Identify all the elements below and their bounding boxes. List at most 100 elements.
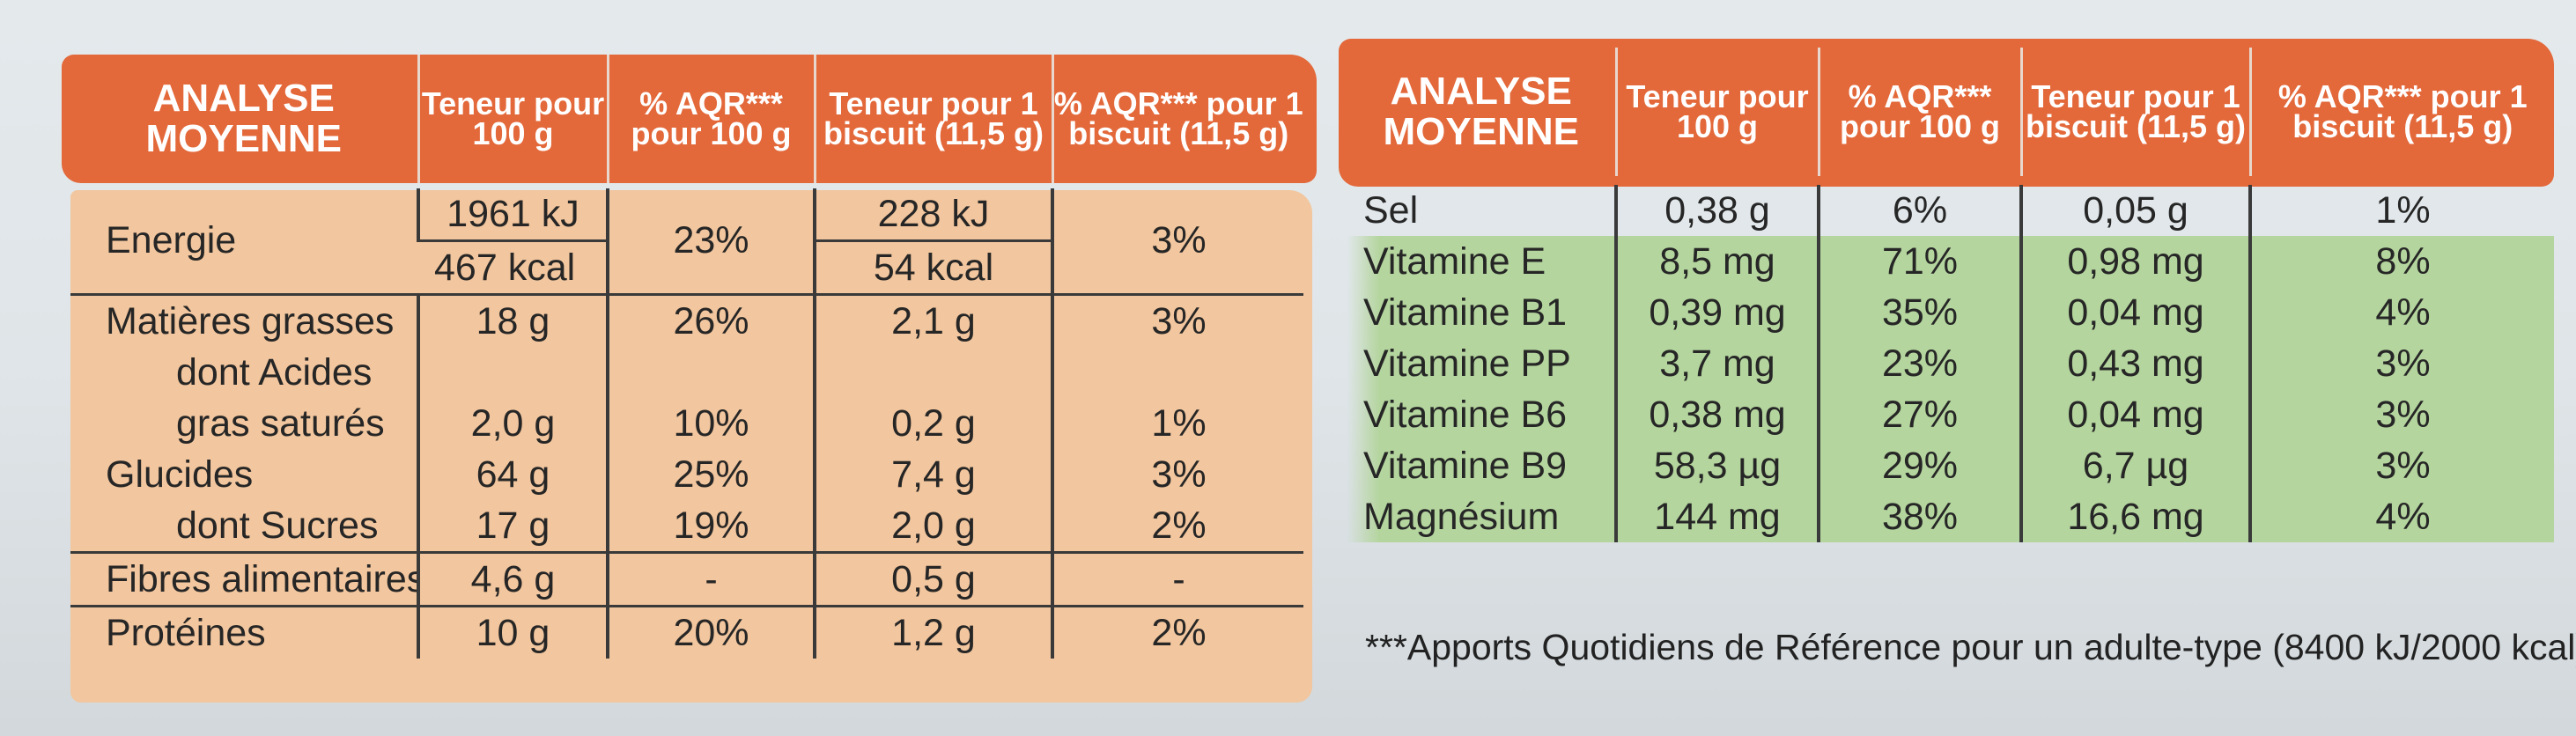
header-aqr-biscuit: % AQR*** pour 1 biscuit (11,5 g) <box>2248 48 2554 176</box>
cell-value: 3% <box>1051 449 1303 500</box>
row-label: Vitamine B6 <box>1347 389 1616 440</box>
table-row: Vitamine PP 3,7 mg 23% 0,43 mg 3% <box>1347 338 2554 389</box>
row-label: Glucides <box>106 453 254 496</box>
cell-value: - <box>1051 551 1303 607</box>
cell-value: 2,1 g <box>813 293 1052 347</box>
table-row-energie-kcal: 467 kcal 54 kcal <box>70 239 1303 295</box>
table-row: Fibres alimentaires 4,6 g - 0,5 g - <box>70 551 1303 607</box>
cell-value: 0,2 g <box>813 398 1052 449</box>
cell-value: 35% <box>1817 287 2021 338</box>
cell-value: 6,7 µg <box>2019 440 2250 491</box>
cell-value: 4,6 g <box>417 551 608 607</box>
footnote: ***Apports Quotidiens de Référence pour … <box>1365 627 2576 667</box>
row-label: Vitamine PP <box>1347 338 1616 389</box>
header-aqr-100g: % AQR*** pour 100 g <box>606 55 815 183</box>
cell-value: 19% <box>606 500 815 553</box>
cell-value: 0,04 mg <box>2019 389 2250 440</box>
row-label: dont Acides <box>176 350 373 394</box>
row-label: Sel <box>1363 188 1419 232</box>
cell-value: 1,2 g <box>813 605 1052 659</box>
cell-value: 3% <box>1051 188 1303 295</box>
header-aqr-biscuit: % AQR*** pour 1 biscuit (11,5 g) <box>1051 55 1303 183</box>
cell-value: 3% <box>2248 338 2554 389</box>
cell-value: 16,6 mg <box>2019 491 2250 542</box>
cell-value: 3% <box>2248 440 2554 491</box>
cell-value: 3% <box>1051 293 1303 347</box>
cell-value: 27% <box>1817 389 2021 440</box>
cell-value: 71% <box>1817 236 2021 287</box>
cell-value: 29% <box>1817 440 2021 491</box>
row-label: Vitamine E <box>1347 236 1616 287</box>
table-row: Vitamine E 8,5 mg 71% 0,98 mg 8% <box>1347 236 2554 287</box>
right-header-row: ANALYSE MOYENNE Teneur pour 100 g % AQR*… <box>1347 48 2554 176</box>
cell-value: 25% <box>606 449 815 500</box>
cell-value: 1% <box>2248 185 2554 236</box>
cell-value: 8,5 mg <box>1614 236 1819 287</box>
cell-value: 64 g <box>417 449 608 500</box>
row-label: Fibres alimentaires <box>70 551 418 607</box>
table-row: Protéines 10 g 20% 1,2 g 2% <box>70 605 1303 659</box>
table-row: Vitamine B6 0,38 mg 27% 0,04 mg 3% <box>1347 389 2554 440</box>
cell-value: 0,04 mg <box>2019 287 2250 338</box>
row-label: Vitamine B1 <box>1347 287 1616 338</box>
cell-value: 7,4 g <box>813 449 1052 500</box>
cell-value: 20% <box>606 605 815 659</box>
row-label: dont Sucres <box>176 504 379 547</box>
cell-value: 0,43 mg <box>2019 338 2250 389</box>
cell-value: 0,39 mg <box>1614 287 1819 338</box>
cell-value: 228 kJ <box>813 188 1052 241</box>
cell-value: 1% <box>1051 398 1303 449</box>
header-teneur-biscuit: Teneur pour 1 biscuit (11,5 g) <box>813 55 1052 183</box>
cell-value: 2% <box>1051 605 1303 659</box>
cell-value: 0,5 g <box>813 551 1052 607</box>
row-label: Magnésium <box>1347 491 1616 542</box>
cell-value: 18 g <box>417 293 608 347</box>
cell-value: 2,0 g <box>417 398 608 449</box>
table-row: Matières grasses 18 g 26% 2,1 g 3% <box>70 293 1303 347</box>
left-header-row: ANALYSE MOYENNE Teneur pour 100 g % AQR*… <box>70 55 1303 183</box>
row-label: Energie <box>106 219 237 261</box>
row-label: Protéines <box>70 605 418 659</box>
cell-value: - <box>606 551 815 607</box>
cell-value <box>606 347 815 398</box>
header-aqr-100g: % AQR*** pour 100 g <box>1817 48 2021 176</box>
cell-value: 38% <box>1817 491 2021 542</box>
cell-value: 54 kcal <box>813 239 1052 295</box>
cell-value: 2,0 g <box>813 500 1052 553</box>
cell-value: 26% <box>606 293 815 347</box>
cell-value: 3% <box>2248 389 2554 440</box>
cell-value: 0,38 mg <box>1614 389 1819 440</box>
cell-value: 3,7 mg <box>1614 338 1819 389</box>
cell-value: 4% <box>2248 287 2554 338</box>
cell-value: 0,05 g <box>2019 185 2250 236</box>
cell-value: 8% <box>2248 236 2554 287</box>
right-nutrition-table: ANALYSE MOYENNE Teneur pour 100 g % AQR*… <box>1347 48 2554 542</box>
cell-value: 10% <box>606 398 815 449</box>
table-row <box>1347 176 2554 185</box>
table-row: Vitamine B1 0,39 mg 35% 0,04 mg 4% <box>1347 287 2554 338</box>
header-teneur-100g: Teneur pour 100 g <box>417 55 608 183</box>
cell-value: 17 g <box>417 500 608 553</box>
cell-value: 467 kcal <box>418 239 608 295</box>
row-label: Vitamine B9 <box>1347 440 1616 491</box>
header-teneur-100g: Teneur pour 100 g <box>1614 48 1819 176</box>
cell-value <box>1051 347 1303 398</box>
cell-value: 1961 kJ <box>417 188 608 241</box>
header-analyse: ANALYSE MOYENNE <box>145 77 342 160</box>
cell-value: 23% <box>606 188 815 295</box>
cell-value: 0,38 g <box>1614 185 1819 236</box>
cell-value: 6% <box>1817 185 2021 236</box>
row-label: Matières grasses <box>70 293 418 347</box>
header-teneur-biscuit: Teneur pour 1 biscuit (11,5 g) <box>2019 48 2250 176</box>
cell-value: 2% <box>1051 500 1303 553</box>
left-nutrition-table: ANALYSE MOYENNE Teneur pour 100 g % AQR*… <box>70 55 1303 659</box>
cell-value: 58,3 µg <box>1614 440 1819 491</box>
table-row: Magnésium 144 mg 38% 16,6 mg 4% <box>1347 491 2554 542</box>
cell-value: 144 mg <box>1614 491 1819 542</box>
table-row: dont Acides <box>70 347 1303 398</box>
table-row: Glucides 64 g 25% 7,4 g 3% <box>70 449 1303 500</box>
table-row: gras saturés 2,0 g 10% 0,2 g 1% <box>70 398 1303 449</box>
table-row: Vitamine B9 58,3 µg 29% 6,7 µg 3% <box>1347 440 2554 491</box>
cell-value: 10 g <box>417 605 608 659</box>
